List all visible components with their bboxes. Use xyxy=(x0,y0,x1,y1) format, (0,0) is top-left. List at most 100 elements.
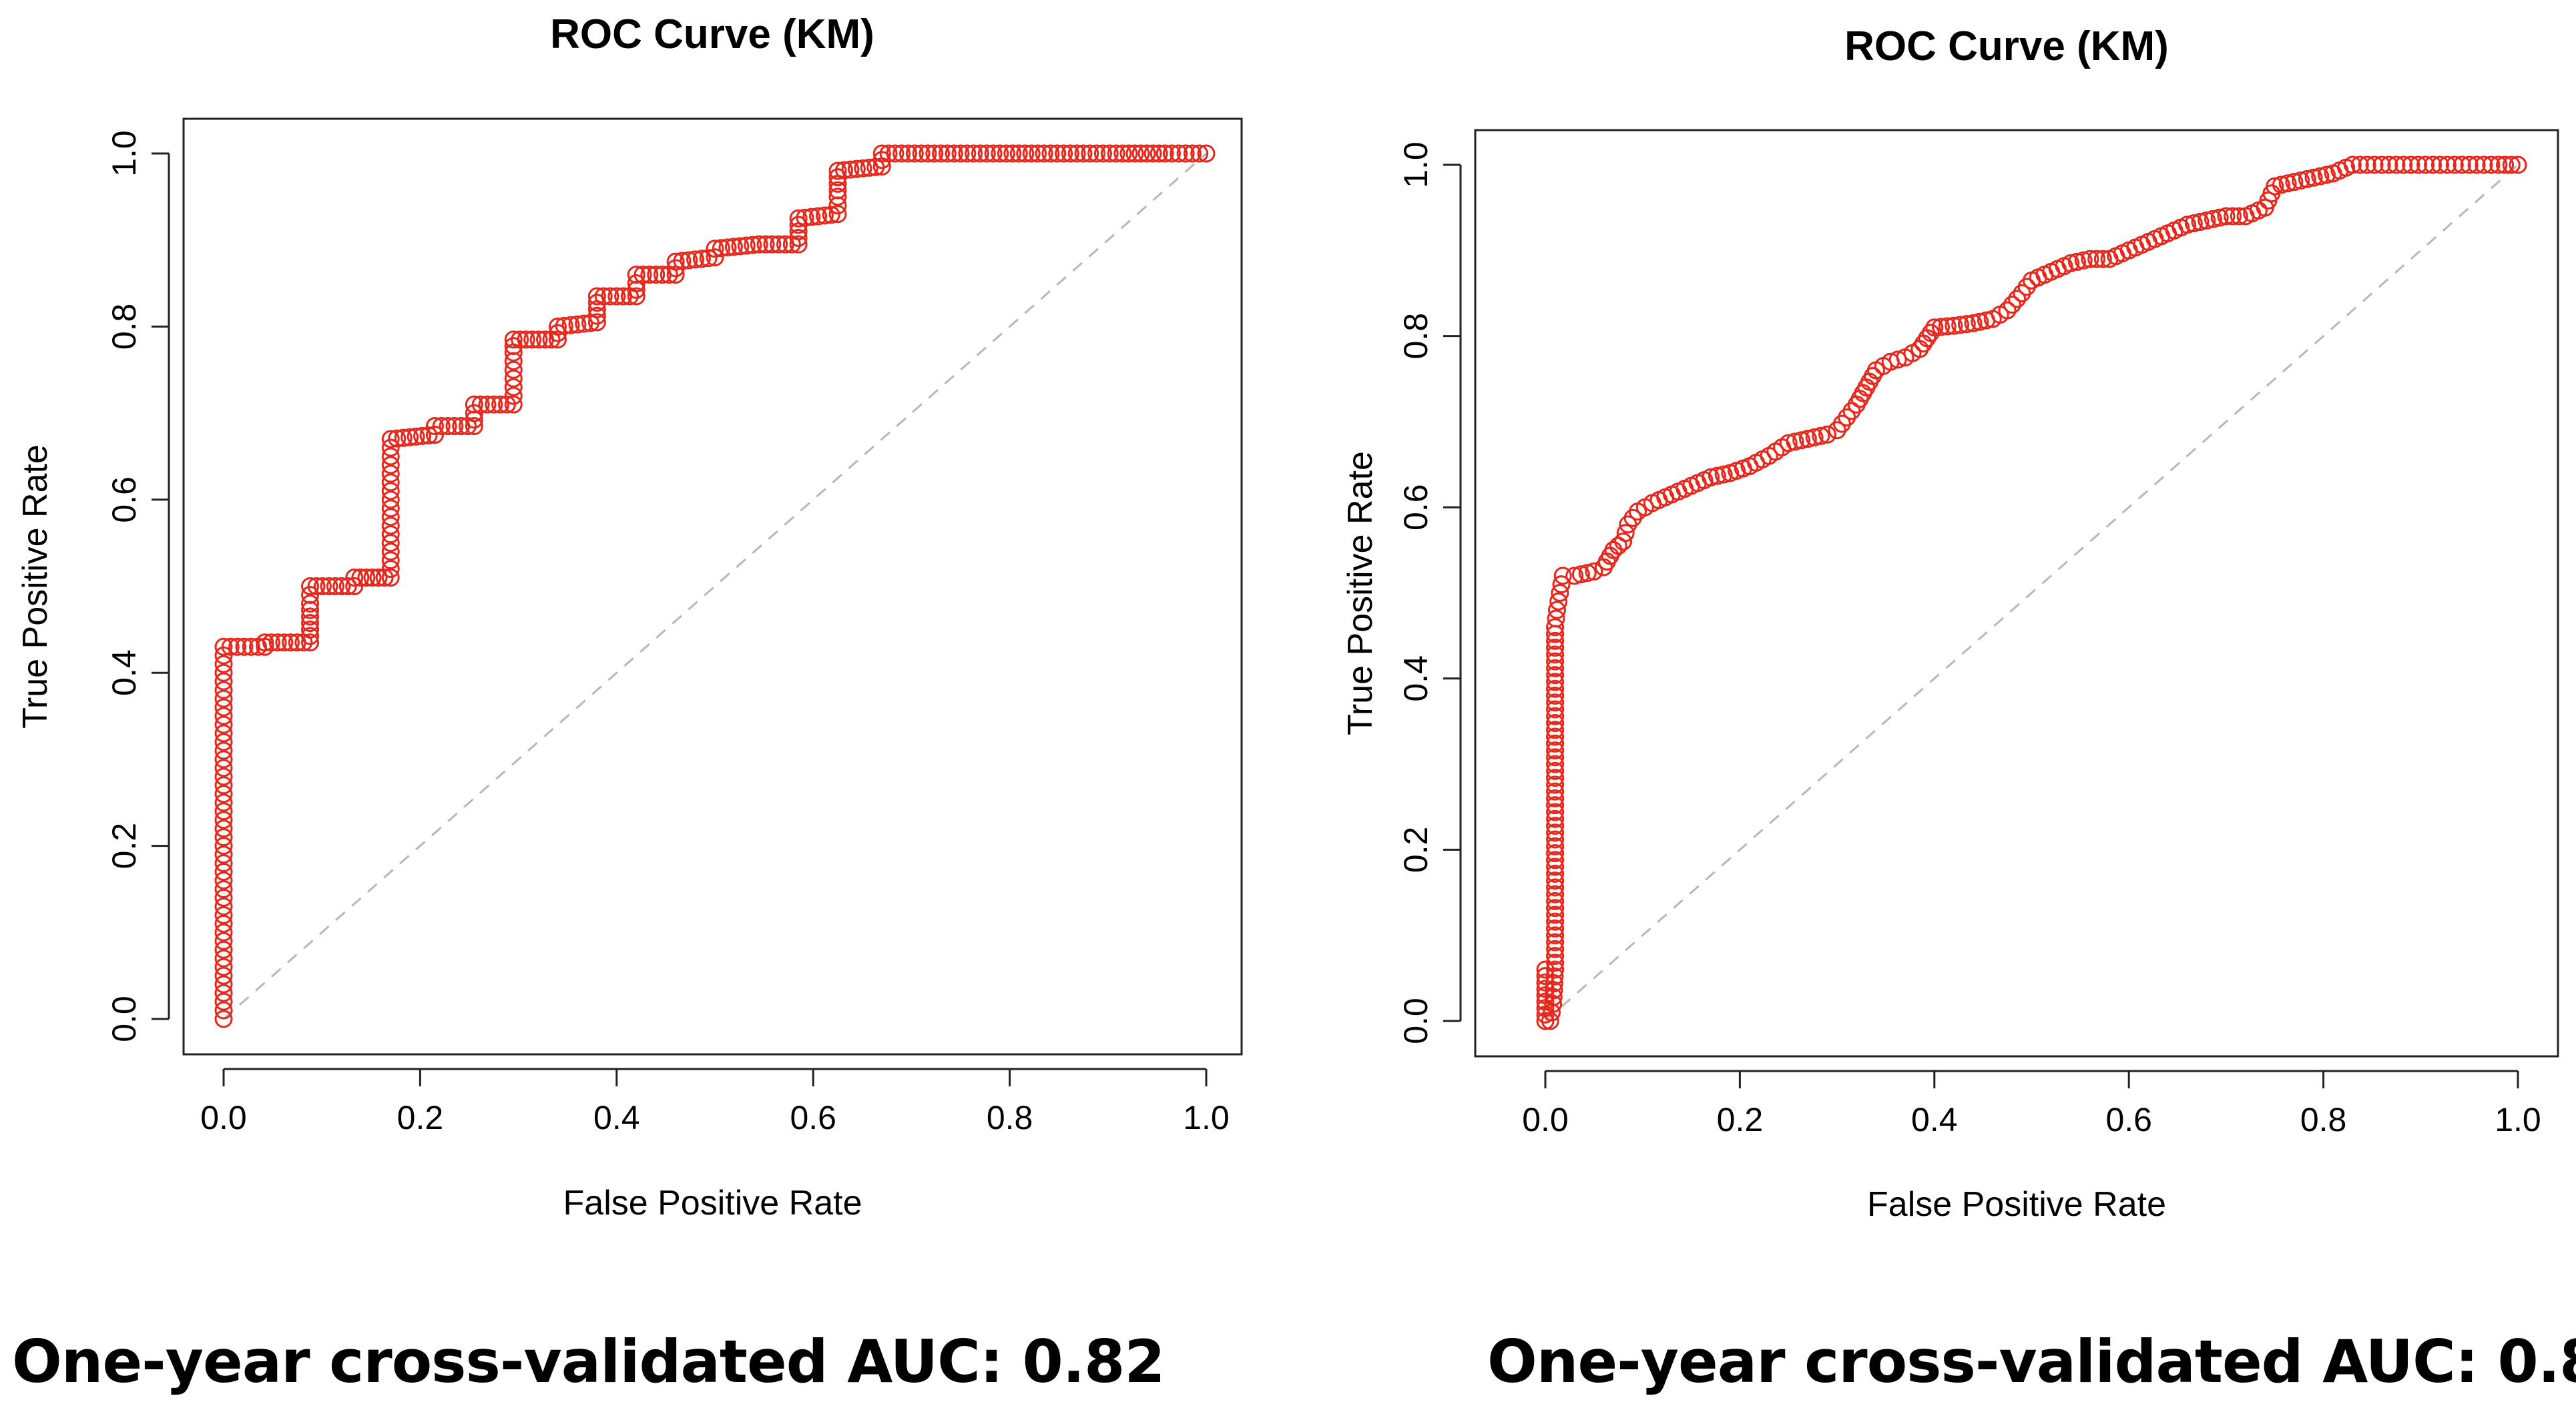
x-tick-label: 0.8 xyxy=(987,1099,1033,1136)
roc-point xyxy=(2061,254,2080,273)
auc-caption-left: One-year cross-validated AUC: 0.82 xyxy=(12,1327,1166,1396)
roc-point xyxy=(789,209,808,228)
roc-point xyxy=(1938,317,1957,336)
roc-point xyxy=(2416,155,2435,174)
roc-point xyxy=(1544,988,1563,1006)
roc-point xyxy=(847,159,866,178)
roc-point xyxy=(822,206,840,224)
roc-point xyxy=(478,395,497,414)
roc-point xyxy=(381,516,400,535)
roc-point xyxy=(214,759,233,777)
roc-point xyxy=(301,614,320,633)
roc-point xyxy=(2087,250,2106,268)
roc-point xyxy=(2502,155,2521,174)
roc-point xyxy=(1546,693,1565,712)
roc-point xyxy=(1614,533,1633,551)
roc-point xyxy=(2409,155,2428,174)
roc-point xyxy=(828,161,847,180)
roc-point xyxy=(381,560,400,579)
reference-diagonal xyxy=(223,152,1207,1020)
roc-point xyxy=(1812,426,1830,445)
plot-frame xyxy=(182,117,1243,1056)
roc-point xyxy=(1546,721,1565,739)
roc-point xyxy=(221,637,240,656)
roc-point xyxy=(1003,144,1022,163)
roc-point xyxy=(1546,734,1565,753)
roc-point xyxy=(214,785,233,803)
roc-point xyxy=(1546,679,1565,698)
roc-point xyxy=(718,238,737,257)
roc-point xyxy=(504,360,523,379)
roc-point xyxy=(1183,144,1202,163)
roc-point xyxy=(214,923,233,942)
x-axis-label: False Positive Rate xyxy=(1867,1185,2166,1224)
roc-point xyxy=(1546,816,1565,835)
roc-point xyxy=(214,837,233,855)
roc-point xyxy=(796,208,814,227)
roc-point xyxy=(706,240,724,258)
roc-point xyxy=(802,208,821,226)
roc-point xyxy=(925,144,944,163)
roc-point xyxy=(351,569,370,587)
roc-point xyxy=(750,235,768,254)
roc-point xyxy=(2184,214,2203,233)
roc-point xyxy=(1546,645,1565,664)
roc-point xyxy=(2467,155,2486,174)
roc-point xyxy=(320,577,338,595)
roc-point xyxy=(381,456,400,474)
y-tick-label: 0.4 xyxy=(1397,655,1435,702)
roc-point xyxy=(770,235,788,254)
roc-point xyxy=(388,429,407,448)
roc-point xyxy=(214,637,233,656)
roc-point xyxy=(938,144,957,163)
roc-point xyxy=(1578,564,1597,583)
roc-point xyxy=(1162,144,1181,163)
roc-point xyxy=(214,906,233,924)
roc-point xyxy=(1957,315,1976,334)
roc-point xyxy=(1546,748,1565,767)
roc-point xyxy=(214,819,233,838)
roc-point xyxy=(640,266,659,284)
x-tick-label: 0.2 xyxy=(1717,1101,1764,1138)
roc-point xyxy=(1546,803,1565,821)
roc-point xyxy=(529,330,548,349)
roc-point xyxy=(575,314,593,333)
roc-point xyxy=(1545,981,1563,1000)
roc-point xyxy=(2380,155,2398,174)
roc-point xyxy=(971,144,989,163)
roc-point xyxy=(2489,155,2508,174)
roc-point xyxy=(1951,316,1970,334)
roc-point xyxy=(854,159,872,178)
roc-point xyxy=(1971,312,1989,331)
roc-point xyxy=(1048,144,1067,163)
roc-point xyxy=(1925,318,1944,337)
roc-point xyxy=(965,144,983,163)
roc-point xyxy=(214,663,233,682)
roc-point xyxy=(828,181,847,200)
roc-point xyxy=(706,248,724,267)
y-tick-label: 0.6 xyxy=(1397,484,1435,531)
y-tick-label: 0.8 xyxy=(105,304,143,350)
roc-point xyxy=(1546,809,1565,828)
roc-point xyxy=(465,417,483,436)
roc-point xyxy=(381,508,400,526)
roc-point xyxy=(214,707,233,725)
roc-point xyxy=(301,633,320,652)
roc-point xyxy=(548,317,567,336)
roc-point xyxy=(737,236,756,255)
roc-point xyxy=(1546,659,1565,677)
roc-point xyxy=(313,577,332,595)
roc-point xyxy=(647,266,666,284)
y-tick-label: 0.8 xyxy=(1397,313,1435,360)
roc-point xyxy=(744,236,762,254)
roc-point xyxy=(627,287,646,306)
roc-point xyxy=(214,854,233,873)
y-tick-label: 1.0 xyxy=(105,130,143,177)
roc-point xyxy=(1546,823,1565,842)
roc-point xyxy=(485,395,503,414)
x-tick-label: 0.6 xyxy=(790,1099,836,1136)
roc-point xyxy=(1546,892,1565,910)
roc-point xyxy=(214,871,233,890)
roc-chart-right: ROC Curve (KM) 0.0 0.2 0.4 0.6 0.8 1.0 0.0 0.2 0.… xyxy=(1341,23,2559,1224)
roc-point xyxy=(958,144,977,163)
